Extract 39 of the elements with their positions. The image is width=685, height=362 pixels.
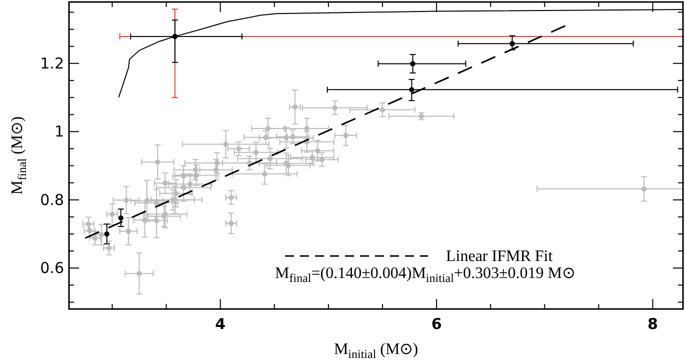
point	[290, 134, 296, 140]
point	[267, 156, 273, 162]
point	[98, 232, 104, 238]
point	[92, 235, 98, 241]
point	[223, 142, 228, 147]
point	[187, 182, 193, 187]
point	[641, 186, 647, 192]
text: Linear IFMR Fit	[446, 248, 554, 265]
point	[510, 41, 515, 46]
point	[265, 126, 270, 132]
y-tick-label: 0.8	[40, 190, 64, 209]
y-tick-label: 0.6	[40, 259, 64, 278]
point	[253, 150, 259, 156]
point	[126, 228, 132, 234]
point	[118, 215, 124, 221]
point	[380, 107, 386, 112]
annotation: M$_{final}$=(0.140±0.004)M$_{initial}$+0.303±0.019 M⊙	[275, 265, 575, 285]
point	[155, 159, 160, 165]
x-tick-label: 6	[431, 315, 442, 333]
point	[262, 171, 268, 177]
point	[124, 198, 129, 203]
point	[173, 190, 179, 196]
point	[315, 148, 320, 154]
point	[292, 104, 298, 110]
y-tick-label: 1.2	[40, 54, 64, 72]
x-tick-label: 8	[648, 315, 658, 333]
point	[228, 220, 234, 226]
point	[343, 132, 348, 138]
x-axis-title: M$_{initial}$ (M⊙)	[334, 341, 418, 361]
point	[410, 61, 416, 66]
point	[110, 212, 115, 217]
point	[332, 105, 338, 110]
x-tick-label: 4	[215, 315, 226, 333]
point	[236, 146, 242, 152]
point	[228, 194, 234, 200]
point	[106, 245, 112, 251]
point	[409, 87, 414, 92]
point	[136, 270, 142, 276]
y-tick-label: 1	[54, 122, 64, 141]
